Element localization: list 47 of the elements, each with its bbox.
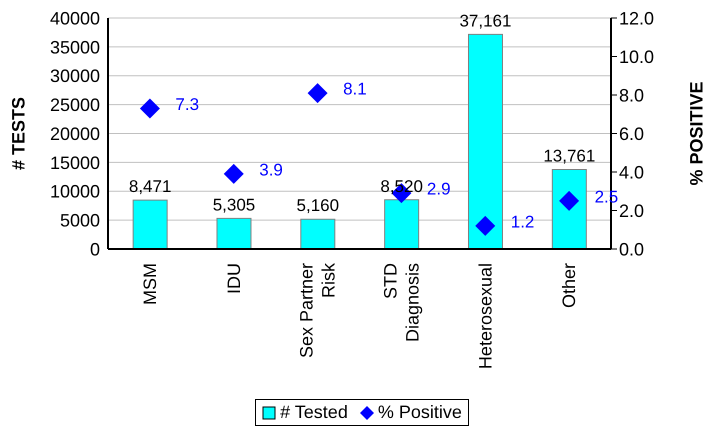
point	[308, 83, 328, 104]
x-tick-label: Other	[559, 263, 580, 308]
data-label: 8,520	[380, 176, 423, 196]
bar	[552, 169, 587, 249]
x-tick-label: MSM	[140, 263, 160, 305]
x-tick-label: STD Diagnosis	[380, 263, 422, 342]
data-label: 5,160	[296, 196, 340, 216]
bar	[216, 218, 252, 249]
y-tick-label: 20000	[50, 124, 100, 144]
y2-tick-label: 6.0	[619, 124, 644, 144]
data-label: 3.9	[259, 160, 283, 180]
y-tick-label: 0	[90, 239, 100, 260]
y-tick-label: 5000	[60, 210, 100, 231]
x-tick-label: IDU	[224, 263, 244, 294]
data-label: 1.2	[510, 212, 534, 232]
bar	[132, 200, 168, 249]
y-tick-label: 10000	[50, 182, 100, 202]
y-tick-label: 35000	[50, 37, 100, 58]
y-tick-label: 15000	[50, 152, 100, 173]
bar	[468, 34, 503, 249]
y2-tick-label: 8.0	[619, 85, 644, 106]
data-label: 5,305	[212, 195, 256, 214]
y2-tick-label: 4.0	[619, 162, 644, 182]
data-label: 13,761	[543, 146, 596, 166]
point	[475, 216, 496, 236]
point	[140, 98, 160, 118]
y2-tick-label: 10.0	[619, 46, 654, 67]
bar	[300, 218, 336, 249]
data-label: 8.1	[343, 80, 367, 99]
y2-tick-label: 0.0	[619, 239, 644, 260]
data-label: 7.3	[175, 94, 200, 114]
y-tick-label: 30000	[50, 66, 100, 86]
point	[224, 164, 244, 184]
data-label: 2.9	[426, 180, 451, 199]
data-label: 37,161	[459, 11, 512, 30]
legend-label: # Tested	[279, 402, 348, 423]
legend-label: % Positive	[376, 402, 462, 423]
x-tick-label: Heterosexual	[475, 263, 496, 370]
y2-tick-label: 12.0	[619, 8, 654, 28]
y-axis-title: # TESTS	[8, 96, 28, 170]
data-label: 8,471	[128, 177, 172, 196]
bar	[384, 199, 420, 249]
x-tick-label: Sex Partner Risk	[296, 262, 339, 358]
y-tick-label: 25000	[50, 95, 100, 116]
y2-axis-title: % POSITIVE	[686, 81, 706, 186]
y-tick-label: 40000	[50, 8, 100, 28]
y2-tick-label: 2.0	[619, 200, 644, 221]
